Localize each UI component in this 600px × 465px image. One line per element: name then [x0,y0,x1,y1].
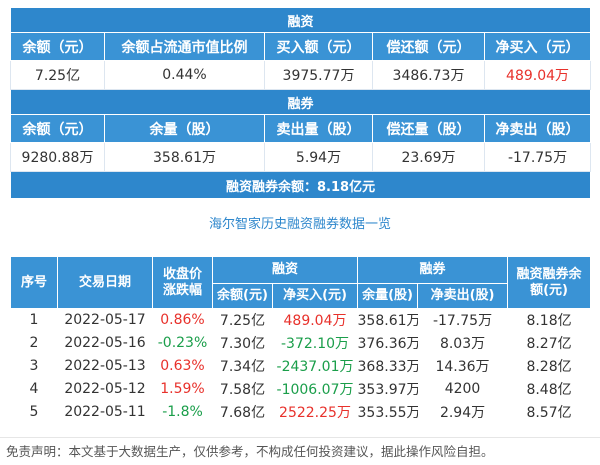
margin-repay-value: 3486.73万 [372,60,485,90]
short-quantity-header: 余量（股） [104,114,265,143]
row-date: 2022-05-12 [57,377,153,401]
short-balance-value: 9280.88万 [10,142,105,172]
margin-net-buy-header: 净买入（元） [483,32,592,61]
table-row: 5 2022-05-11 -1.8% 7.68亿 2522.25万 353.55万 2.94… [10,400,591,424]
short-net-sell-value: -17.75万 [483,142,592,172]
row-change: 0.86% [152,308,213,332]
short-group-header: 融券 [357,256,509,284]
short-sell-value: 5.94万 [264,142,373,172]
row-date: 2022-05-17 [57,308,153,332]
row-change: -0.23% [152,331,213,355]
row-margin-balance: 7.30亿 [212,331,273,355]
margin-repay-header: 偿还额（元） [372,32,485,61]
margin-net-buy-subheader: 净买入(元) [271,283,359,309]
row-date: 2022-05-11 [57,400,153,424]
row-margin-net-buy: 2522.25万 [272,400,358,424]
short-title-row: 融券 [9,89,592,115]
short-value-row: 9280.88万 358.61万 5.94万 23.69万 -17.75万 [10,142,592,172]
row-margin-balance: 7.68亿 [212,400,273,424]
margin-ratio-value: 0.44% [104,60,265,90]
margin-header-row: 余额（元） 余额占流通市值比例 买入额（元） 偿还额（元） 净买入（元） [10,32,592,61]
short-section-title: 融券 [9,89,592,115]
row-short-quantity: 368.33万 [357,354,418,378]
total-balance-label: 融资融券余额： [225,179,317,195]
margin-ratio-header: 余额占流通市值比例 [104,32,265,61]
row-change: 0.63% [152,354,213,378]
row-short-quantity: 353.55万 [357,400,418,424]
short-quantity-value: 358.61万 [104,142,265,172]
short-repay-value: 23.69万 [372,142,485,172]
disclaimer-text: 免责声明：本文基于大数据生产，仅供参考，不构成任何投资建议，据此操作风险自担。 [6,444,494,459]
row-short-net-sell: 8.03万 [417,331,508,355]
short-balance-header: 余额（元） [10,114,105,143]
margin-title-row: 融资 [9,7,592,33]
history-table: 序号 交易日期 收盘价涨跌幅 融资 融券 融资融券余额(元) 余额(元) 净买入… [10,256,592,424]
row-index: 4 [10,377,58,401]
row-index: 2 [10,331,58,355]
row-margin-balance: 7.58亿 [212,377,273,401]
margin-balance-subheader: 余额(元) [212,283,273,309]
history-header-row-2: 余额(元) 净买入(元) 余量(股) 净卖出(股) [11,283,591,309]
table-row: 3 2022-05-13 0.63% 7.34亿 -2437.01万 368.33万 14.… [10,354,591,378]
row-margin-net-buy: -1006.07万 [272,377,358,401]
history-table-title: 海尔智家历史融资融券数据一览 [208,217,391,232]
margin-buy-header: 买入额（元） [264,32,373,61]
row-margin-balance: 7.34亿 [212,354,273,378]
short-header-row: 余额（元） 余量（股） 卖出量（股） 偿还量（股） 净卖出（股） [10,114,592,143]
divider [0,437,600,438]
short-quantity-subheader: 余量(股) [357,283,419,309]
margin-section-title: 融资 [9,7,592,33]
row-margin-net-buy: -372.10万 [272,331,358,355]
total-header: 融资融券余额(元) [507,256,592,309]
row-margin-balance: 7.25亿 [212,308,273,332]
row-total: 8.28亿 [507,354,591,378]
row-total: 8.48亿 [507,377,591,401]
row-margin-net-buy: 489.04万 [272,308,358,332]
margin-value-row: 7.25亿 0.44% 3975.77万 3486.73万 489.04万 [10,60,592,90]
row-date: 2022-05-13 [57,354,153,378]
margin-group-header: 融资 [211,256,359,284]
row-short-net-sell: 2.94万 [417,400,508,424]
total-row: 融资融券余额：8.18亿元 [9,171,592,199]
short-net-sell-header: 净卖出（股） [483,114,592,143]
row-short-quantity: 376.36万 [357,331,418,355]
row-change: -1.8% [152,400,213,424]
row-short-net-sell: 4200 [417,377,508,401]
date-header: 交易日期 [57,256,153,309]
margin-net-buy-value: 489.04万 [483,60,592,90]
short-sell-header: 卖出量（股） [264,114,373,143]
row-total: 8.57亿 [507,400,591,424]
table-row: 2 2022-05-16 -0.23% 7.30亿 -372.10万 376.36万 8.0… [10,331,591,355]
history-table-body: 1 2022-05-17 0.86% 7.25亿 489.04万 358.61万 -17.7… [10,308,591,424]
row-short-net-sell: -17.75万 [417,308,508,332]
margin-balance-header: 余额（元） [10,32,105,61]
short-net-sell-subheader: 净卖出(股) [417,283,509,309]
row-short-net-sell: 14.36万 [417,354,508,378]
row-total: 8.27亿 [507,331,591,355]
row-index: 3 [10,354,58,378]
row-total: 8.18亿 [507,308,591,332]
row-margin-net-buy: -2437.01万 [272,354,358,378]
row-short-quantity: 353.97万 [357,377,418,401]
table-row: 1 2022-05-17 0.86% 7.25亿 489.04万 358.61万 -17.7… [10,308,591,332]
row-index: 5 [10,400,58,424]
history-header-row-1: 序号 交易日期 收盘价涨跌幅 融资 融券 融资融券余额(元) [10,256,592,309]
short-repay-header: 偿还量（股） [372,114,485,143]
margin-buy-value: 3975.77万 [264,60,373,90]
row-change: 1.59% [152,377,213,401]
row-date: 2022-05-16 [57,331,153,355]
total-balance-value: 8.18亿元 [317,179,376,195]
row-short-quantity: 358.61万 [357,308,418,332]
index-header: 序号 [10,256,58,309]
margin-balance-value: 7.25亿 [10,60,105,90]
total-balance-cell: 融资融券余额：8.18亿元 [9,171,592,199]
table-row: 4 2022-05-12 1.59% 7.58亿 -1006.07万 353.97万 420… [10,377,591,401]
margin-summary-table: 融资 余额（元） 余额占流通市值比例 买入额（元） 偿还额（元） 净买入（元） … [9,7,592,199]
row-index: 1 [10,308,58,332]
change-header: 收盘价涨跌幅 [152,256,213,309]
